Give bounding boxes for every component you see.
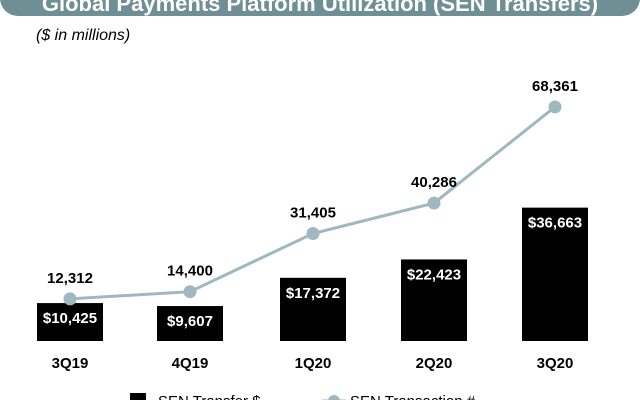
chart-title: Global Payments Platform Utilization (SE… (41, 0, 599, 16)
x-tick-3Q19: 3Q19 (52, 355, 89, 372)
bar-3Q20 (522, 207, 588, 341)
legend-line-marker (328, 395, 340, 400)
bar-3Q19 (37, 303, 103, 341)
x-tick-4Q19: 4Q19 (172, 355, 209, 372)
line-point-2Q20 (427, 196, 441, 210)
chart-title-band: Global Payments Platform Utilization (SE… (0, 0, 640, 16)
legend-bar-label: SEN Transfer $ (158, 393, 261, 400)
x-tick-3Q20: 3Q20 (537, 355, 574, 372)
line-label-4Q19: 14,400 (167, 263, 213, 280)
x-tick-2Q20: 2Q20 (416, 355, 453, 372)
bar-4Q19 (157, 306, 223, 341)
bar-2Q20 (401, 259, 467, 341)
line-label-2Q20: 40,286 (411, 174, 457, 191)
legend-line-label: SEN Transaction # (350, 393, 476, 400)
chart-subtitle: ($ in millions) (36, 27, 131, 44)
bar-label-3Q20: $36,663 (528, 215, 582, 232)
line-label-3Q19: 12,312 (47, 270, 93, 287)
x-tick-1Q20: 1Q20 (295, 355, 332, 372)
line-point-3Q19 (63, 292, 77, 306)
line-label-1Q20: 31,405 (290, 204, 336, 221)
line-point-4Q19 (183, 285, 197, 299)
bar-1Q20 (280, 277, 346, 341)
bar-label-4Q19: $9,607 (167, 313, 213, 330)
transactions-line (69, 105, 556, 301)
bar-label-3Q19: $10,425 (43, 310, 97, 327)
bar-label-1Q20: $17,372 (286, 285, 340, 302)
line-point-3Q20 (548, 100, 562, 114)
line-point-1Q20 (306, 226, 320, 240)
bar-label-2Q20: $22,423 (407, 266, 461, 283)
legend-bar-swatch (130, 393, 146, 400)
line-label-3Q20: 68,361 (532, 78, 578, 95)
